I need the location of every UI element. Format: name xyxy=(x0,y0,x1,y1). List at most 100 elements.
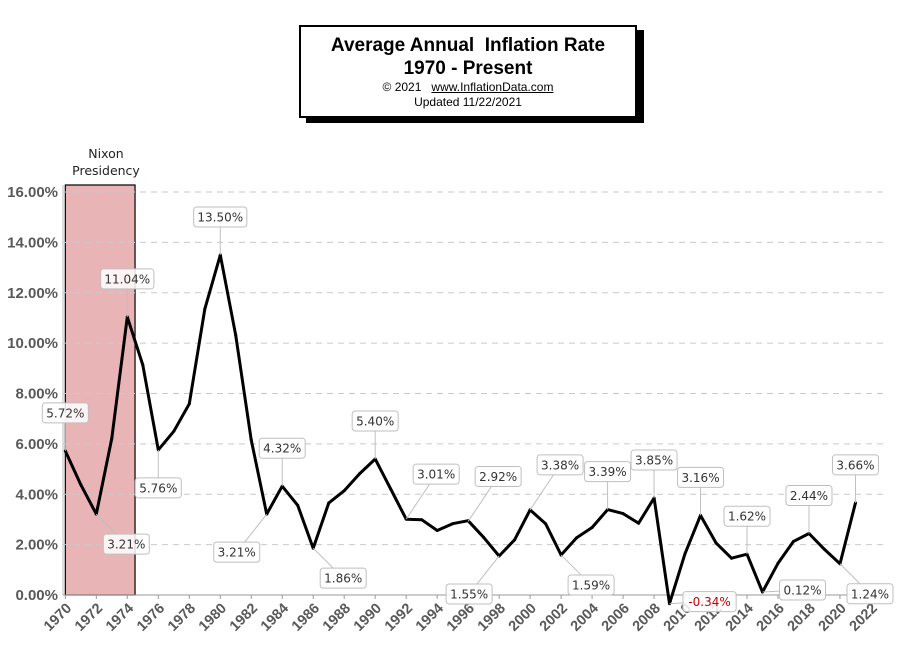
chart-subtitle: 1970 - Present xyxy=(403,58,533,79)
x-tick-label: 1996 xyxy=(444,601,478,635)
callout-box xyxy=(723,505,771,527)
y-tick-label: 4.00% xyxy=(15,486,58,503)
data-label-callout: 3.66% xyxy=(831,454,879,503)
data-point xyxy=(435,529,439,533)
data-label: 3.21% xyxy=(218,546,256,560)
data-label-callout: -0.34% xyxy=(669,591,737,613)
x-tick-label: 1974 xyxy=(103,601,137,635)
x-tick-label: 1990 xyxy=(351,601,385,635)
data-label: -0.34% xyxy=(688,595,730,609)
data-label-callout: 1.24% xyxy=(839,563,894,605)
data-point xyxy=(683,552,687,556)
source-link[interactable]: www.InflationData.com xyxy=(431,80,554,94)
callout-box xyxy=(319,567,367,589)
callout-box xyxy=(584,461,632,483)
data-label-callout: 1.62% xyxy=(723,505,771,555)
x-tick-label: 1978 xyxy=(165,601,199,635)
data-point xyxy=(791,539,795,543)
data-point xyxy=(389,487,393,491)
data-point xyxy=(203,307,207,311)
nixon-shaded-band xyxy=(64,184,136,596)
callout-box xyxy=(536,454,584,476)
data-point xyxy=(296,503,300,507)
callout-box xyxy=(677,466,725,488)
data-point xyxy=(637,521,641,525)
callout-box xyxy=(193,206,248,228)
data-point xyxy=(358,472,362,476)
callout-box xyxy=(351,410,399,432)
callout-box xyxy=(102,533,150,555)
callout-box xyxy=(445,583,493,605)
data-label: 1.24% xyxy=(851,587,889,601)
y-tick-label: 12.00% xyxy=(7,285,58,302)
data-label-callout: 3.38% xyxy=(529,454,584,511)
data-point xyxy=(110,436,114,440)
data-label: 0.12% xyxy=(783,583,821,597)
data-label: 3.01% xyxy=(417,468,455,482)
data-point xyxy=(590,525,594,529)
data-point xyxy=(776,561,780,565)
data-label-callout: 3.21% xyxy=(95,513,150,555)
data-label: 3.66% xyxy=(836,458,874,472)
x-tick-label: 1986 xyxy=(289,601,323,635)
data-point xyxy=(482,535,486,539)
data-label-callout: 3.21% xyxy=(213,513,268,563)
callout-box xyxy=(831,454,879,476)
x-tick-label: 2008 xyxy=(630,601,664,635)
data-label: 2.44% xyxy=(790,489,828,503)
callout-box xyxy=(213,541,261,563)
x-tick-label: 2018 xyxy=(785,601,819,635)
callout-box xyxy=(630,449,678,471)
data-point xyxy=(513,538,517,542)
x-tick-label: 1972 xyxy=(72,601,106,635)
callout-box xyxy=(258,437,306,459)
data-label-callout: 5.72% xyxy=(41,402,89,451)
data-label: 11.04% xyxy=(104,272,150,286)
data-label-callout: 3.01% xyxy=(405,463,460,520)
data-point xyxy=(79,483,83,487)
y-tick-label: 0.00% xyxy=(15,587,58,604)
x-tick-label: 1970 xyxy=(41,601,75,635)
data-point xyxy=(234,333,238,337)
data-point xyxy=(172,429,176,433)
callout-box xyxy=(785,485,833,507)
x-tick-label: 2020 xyxy=(816,601,850,635)
data-point xyxy=(621,512,625,516)
chart-title: Average Annual Inflation Rate xyxy=(330,35,606,56)
data-point xyxy=(327,501,331,505)
callout-box xyxy=(567,574,615,596)
y-tick-label: 16.00% xyxy=(7,184,58,201)
nixon-presidency-label: Nixon Presidency xyxy=(63,145,149,179)
data-label-callout: 3.85% xyxy=(630,449,678,499)
data-label-callout: 13.50% xyxy=(193,206,248,255)
x-tick-label: 1976 xyxy=(134,601,168,635)
x-tick-label: 1984 xyxy=(258,601,292,635)
data-point xyxy=(141,363,145,367)
data-label: 3.85% xyxy=(635,454,673,468)
data-label-callout: 4.32% xyxy=(258,437,306,487)
data-point xyxy=(714,541,718,545)
data-label: 1.59% xyxy=(572,578,610,592)
data-point xyxy=(822,547,826,551)
x-tick-label: 2000 xyxy=(506,601,540,635)
data-label: 2.92% xyxy=(479,470,517,484)
x-tick-label: 2004 xyxy=(568,601,602,635)
updated-date: Updated 11/22/2021 xyxy=(414,95,522,109)
data-label-callout: 11.04% xyxy=(100,268,155,317)
callout-box xyxy=(474,465,522,487)
data-point xyxy=(420,518,424,522)
callout-box xyxy=(779,579,827,601)
data-label-callout: 1.55% xyxy=(445,555,500,605)
data-point xyxy=(187,402,191,406)
title-credit: © 2021 www.InflationData.com xyxy=(301,80,635,95)
title-box: Average Annual Inflation Rate 1970 - Pre… xyxy=(299,25,637,118)
data-label: 5.76% xyxy=(139,481,177,495)
callout-box xyxy=(41,402,89,424)
x-tick-label: 2022 xyxy=(847,601,881,635)
x-tick-label: 1982 xyxy=(227,601,261,635)
data-label: 5.72% xyxy=(46,406,84,420)
data-label: 1.86% xyxy=(324,572,362,586)
x-tick-label: 1994 xyxy=(413,601,447,635)
